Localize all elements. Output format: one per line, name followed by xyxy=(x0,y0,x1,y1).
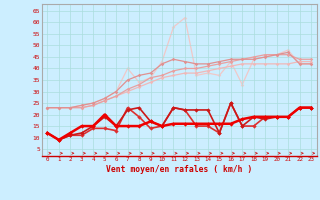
X-axis label: Vent moyen/en rafales ( km/h ): Vent moyen/en rafales ( km/h ) xyxy=(106,165,252,174)
